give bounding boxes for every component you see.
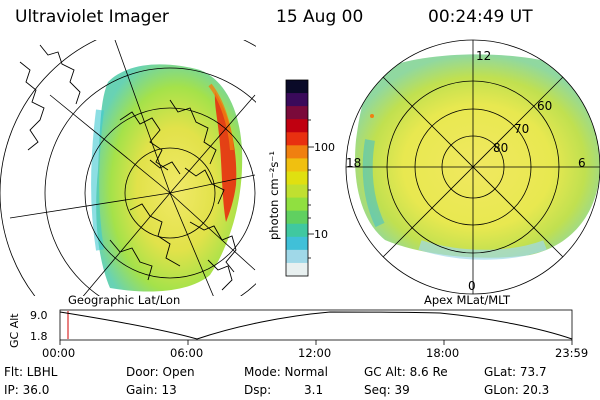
status-glat: GLat: 73.7 bbox=[484, 365, 547, 379]
status-glon: GLon: 20.3 bbox=[484, 383, 550, 397]
status-mode: Mode: Normal bbox=[244, 365, 328, 379]
mlat-label-80: 80 bbox=[493, 141, 508, 155]
status-flt: Flt: LBHL bbox=[4, 365, 58, 379]
mlat-label-70: 70 bbox=[514, 122, 529, 136]
colorbar-tick-100: 100 bbox=[314, 141, 335, 154]
header-time: 00:24:49 UT bbox=[428, 7, 533, 27]
right-plot-label: Apex MLat/MLT bbox=[424, 293, 511, 307]
mlat-label-60: 60 bbox=[537, 99, 552, 113]
mlt-label-0: 0 bbox=[468, 279, 476, 293]
colorbar-segment bbox=[286, 171, 308, 186]
status-seq: Seq: 39 bbox=[364, 383, 410, 397]
altitude-curve bbox=[59, 311, 573, 340]
altitude-ytick-9: 9.0 bbox=[30, 309, 48, 322]
mlt-label-18: 18 bbox=[346, 156, 361, 170]
status-dsp-label: Dsp: bbox=[244, 383, 272, 397]
app-title: Ultraviolet Imager bbox=[15, 7, 169, 27]
colorbar-segment bbox=[286, 106, 308, 120]
colorbar-segment bbox=[286, 158, 308, 172]
altitude-ytick-1-8: 1.8 bbox=[30, 330, 48, 343]
colorbar-segment bbox=[286, 262, 308, 277]
colorbar-segment bbox=[286, 249, 308, 264]
altitude-plot bbox=[59, 309, 573, 345]
colorbar-segment bbox=[286, 80, 308, 94]
time-tick-0600: 06:00 bbox=[170, 346, 203, 360]
colorbar-segment bbox=[286, 132, 308, 146]
colorbar-segment bbox=[286, 236, 308, 251]
colorbar-segment bbox=[286, 184, 308, 199]
status-door: Door: Open bbox=[126, 365, 195, 379]
geographic-image bbox=[0, 40, 256, 296]
colorbar-segment bbox=[286, 119, 308, 133]
apex-grid bbox=[345, 39, 600, 295]
time-tick-0000: 00:00 bbox=[42, 346, 75, 360]
colorbar bbox=[286, 80, 308, 277]
left-plot-label: Geographic Lat/Lon bbox=[68, 293, 180, 307]
status-dsp-value: 3.1 bbox=[304, 383, 324, 397]
mlt-label-6: 6 bbox=[578, 156, 586, 170]
colorbar-segment bbox=[286, 210, 308, 225]
colorbar-unit-label: photon cm⁻²s⁻¹ bbox=[267, 151, 281, 240]
colorbar-segment bbox=[286, 145, 308, 159]
status-ip: IP: 36.0 bbox=[4, 383, 50, 397]
auroral-emission-right bbox=[355, 54, 600, 258]
mlt-label-12: 12 bbox=[476, 49, 491, 63]
status-gain: Gain: 13 bbox=[126, 383, 177, 397]
colorbar-tick-10: 10 bbox=[314, 228, 328, 241]
altitude-axis-label: GC Alt bbox=[8, 313, 21, 348]
colorbar-segment bbox=[286, 93, 308, 107]
auroral-emission-left bbox=[96, 64, 243, 292]
time-tick-1800: 18:00 bbox=[426, 346, 459, 360]
colorbar-segment bbox=[286, 197, 308, 212]
coastline-outlines bbox=[19, 44, 237, 291]
time-tick-1200: 12:00 bbox=[298, 346, 331, 360]
colorbar-segment bbox=[286, 223, 308, 238]
header-date: 15 Aug 00 bbox=[276, 7, 364, 27]
status-gc-alt: GC Alt: 8.6 Re bbox=[364, 365, 448, 379]
time-tick-2359: 23:59 bbox=[555, 346, 588, 360]
